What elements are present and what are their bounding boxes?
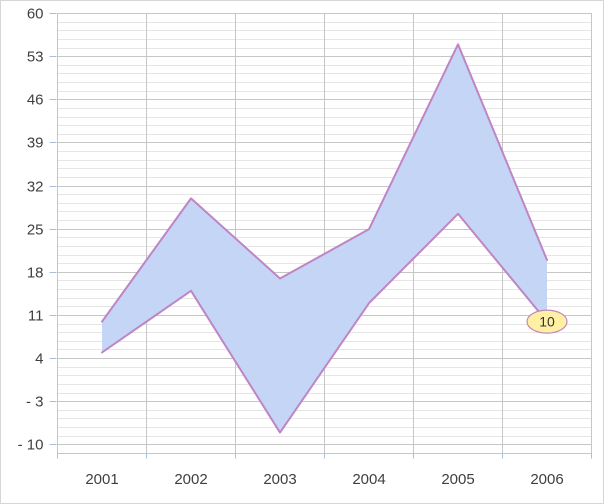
x-axis-label: 2002 [174,471,207,488]
y-axis-label: 18 [27,265,44,282]
x-axis-label: 2005 [441,471,474,488]
y-axis-label: - 3 [26,394,44,411]
lower-line [101,212,548,434]
callout-text: 10 [539,314,555,330]
x-axis-label: 2003 [263,471,296,488]
y-axis-label: 11 [28,308,44,325]
callout-oval [526,309,568,334]
data-label-callout: 10 [526,309,568,334]
upper-line [101,43,548,323]
y-axis-label: - 10 [18,437,44,454]
y-axis-label: 25 [27,222,44,239]
y-axis-label: 39 [27,135,44,152]
x-axis-label: 2001 [85,471,118,488]
range-band [101,43,548,434]
y-axis-label: 46 [27,92,44,109]
y-axis-label: 53 [27,49,44,66]
band-fill [102,44,547,433]
axis-tick-marks [49,13,592,459]
x-axis-labels: 2001 2002 2003 2004 2005 2006 [85,471,563,488]
x-axis-label: 2006 [530,471,563,488]
x-axis-label: 2004 [352,471,385,488]
y-axis-label: 32 [27,179,44,196]
y-axis-label: 4 [35,351,43,368]
y-axis-labels: 60 53 46 39 32 25 18 11 4 - 3 - 10 [18,6,44,454]
y-axis-label: 60 [27,6,44,23]
